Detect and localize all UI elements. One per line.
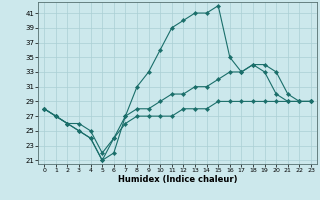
X-axis label: Humidex (Indice chaleur): Humidex (Indice chaleur) — [118, 175, 237, 184]
